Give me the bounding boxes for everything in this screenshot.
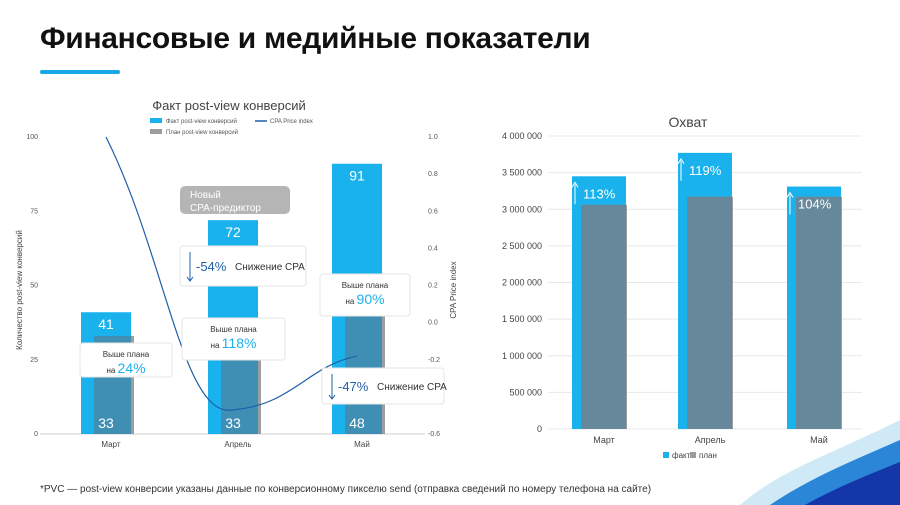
y2-tick-label: 0.2 bbox=[428, 283, 438, 290]
predictor-badge-line1: Новый bbox=[190, 190, 221, 201]
callout-cpa-april bbox=[179, 245, 307, 287]
y2-tick-label: 0.8 bbox=[428, 171, 438, 178]
bar-overlap bbox=[581, 204, 626, 429]
predictor-badge bbox=[180, 186, 290, 214]
callout-value-line: на 90% bbox=[345, 291, 384, 307]
y-tick-label: 100 bbox=[26, 134, 38, 141]
down-arrow-head-icon bbox=[328, 394, 336, 400]
y-tick-label: 0 bbox=[34, 431, 38, 438]
y2-tick-label: 0.0 bbox=[428, 320, 438, 327]
legend-label-fact: факт bbox=[672, 451, 691, 460]
y-tick-label: 2 000 000 bbox=[502, 278, 542, 288]
callout-label: Выше плана bbox=[210, 325, 257, 334]
cpa-callout-label: Снижение CPA bbox=[235, 262, 305, 273]
y2-axis-title: CPA Price index bbox=[449, 261, 458, 318]
bar-percent-label: 113% bbox=[583, 186, 616, 201]
y2-tick-label: 0.6 bbox=[428, 208, 438, 215]
y-tick-label: 25 bbox=[30, 357, 38, 364]
bar-fact-label: 41 bbox=[98, 316, 114, 332]
y-tick-label: 4 000 000 bbox=[502, 131, 542, 141]
y-tick-label: 0 bbox=[537, 424, 542, 434]
down-arrow-head-icon bbox=[186, 276, 194, 282]
legend-label-plan: план bbox=[699, 451, 717, 460]
callout-value-line: на 118% bbox=[211, 335, 257, 351]
x-tick-label: Апрель bbox=[695, 435, 726, 445]
legend-swatch-plan bbox=[150, 129, 162, 134]
bar-plan-label: 33 bbox=[225, 415, 241, 431]
callout-label: Выше плана bbox=[342, 281, 389, 290]
bar-plan-label: 33 bbox=[98, 415, 114, 431]
y-tick-label: 500 000 bbox=[509, 387, 542, 397]
up-arrow-head-icon bbox=[786, 191, 794, 198]
title-underline bbox=[40, 70, 120, 74]
callout-cpa-may bbox=[321, 367, 445, 405]
cpa-line bbox=[105, 136, 358, 411]
cpa-callout-value: -54% bbox=[196, 259, 227, 274]
chart1-title: Факт post-view конверсий bbox=[152, 98, 306, 113]
callout-value: 90% bbox=[357, 291, 385, 307]
callout-value: 24% bbox=[118, 360, 146, 376]
callout-prefix: на bbox=[211, 341, 222, 350]
bar-plan-label: 48 bbox=[349, 415, 365, 431]
callout-prefix: на bbox=[106, 366, 117, 375]
bar-fact-label: 91 bbox=[349, 168, 365, 184]
y-tick-label: 50 bbox=[30, 283, 38, 290]
chart2-title: Охват bbox=[669, 114, 708, 130]
y-tick-label: 3 500 000 bbox=[502, 168, 542, 178]
legend-label-cpa: CPA Price index bbox=[270, 119, 313, 125]
cpa-callout-value: -47% bbox=[338, 379, 369, 394]
y2-tick-label: 0.4 bbox=[428, 245, 438, 252]
y-tick-label: 75 bbox=[30, 208, 38, 215]
y-tick-label: 1 000 000 bbox=[502, 351, 542, 361]
y-axis-title: Количество post-view конверсий bbox=[15, 230, 24, 350]
x-tick-label: Май bbox=[810, 435, 828, 445]
callout-prefix: на bbox=[345, 297, 356, 306]
bar-overlap bbox=[796, 196, 841, 429]
bar-fact-label: 72 bbox=[225, 224, 241, 240]
y-tick-label: 1 500 000 bbox=[502, 314, 542, 324]
x-tick-label: Март bbox=[101, 440, 120, 449]
y2-tick-label: -0.2 bbox=[428, 357, 440, 364]
bar-overlap bbox=[687, 196, 732, 429]
legend-swatch-fact bbox=[150, 118, 162, 123]
footnote: *PVC — post-view конверсии указаны данны… bbox=[40, 484, 652, 495]
x-tick-label: Май bbox=[354, 440, 370, 449]
callout-label: Выше плана bbox=[103, 350, 150, 359]
callout-value-line: на 24% bbox=[106, 360, 145, 376]
legend-swatch-fact bbox=[663, 452, 669, 458]
callout-plan-april bbox=[181, 317, 286, 361]
legend-swatch-plan bbox=[690, 452, 696, 458]
legend-label-plan: План post-view конверсий bbox=[166, 129, 238, 136]
y2-tick-label: 1.0 bbox=[428, 134, 438, 141]
legend-label-fact: Факт post-view конверсий bbox=[166, 118, 237, 125]
y2-tick-label: -0.6 bbox=[428, 431, 440, 438]
cpa-callout-label: Снижение CPA bbox=[377, 382, 447, 393]
y-tick-label: 3 000 000 bbox=[502, 204, 542, 214]
page-title: Финансовые и медийные показатели bbox=[40, 22, 591, 55]
x-tick-label: Апрель bbox=[224, 440, 251, 449]
predictor-badge-line2: CPA-предиктор bbox=[190, 203, 261, 214]
callout-value: 118% bbox=[222, 335, 257, 351]
bar-percent-label: 119% bbox=[689, 163, 722, 178]
up-arrow-head-icon bbox=[571, 181, 579, 188]
callout-plan-march bbox=[79, 342, 173, 378]
bar-percent-label: 104% bbox=[798, 197, 832, 212]
up-arrow-head-icon bbox=[677, 157, 685, 165]
y-tick-label: 2 500 000 bbox=[502, 241, 542, 251]
x-tick-label: Март bbox=[593, 435, 615, 445]
callout-plan-may bbox=[319, 273, 411, 317]
